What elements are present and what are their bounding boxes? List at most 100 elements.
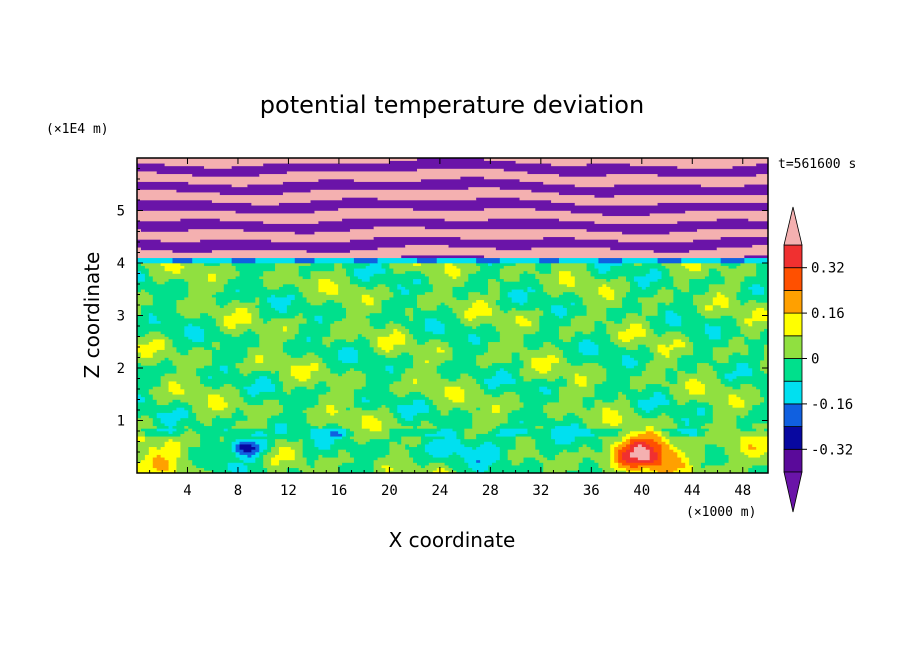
contour-cell — [673, 346, 694, 350]
contour-cell — [704, 443, 718, 448]
contour-cell — [464, 459, 477, 463]
contour-cell — [393, 412, 402, 416]
contour-cell — [302, 470, 339, 473]
contour-cell — [444, 386, 461, 390]
contour-cell — [211, 351, 248, 356]
contour-cell — [275, 307, 288, 311]
contour-cell — [235, 307, 248, 311]
contour-cell — [653, 449, 662, 453]
contour-cell — [689, 422, 706, 427]
contour-cell — [645, 425, 655, 429]
contour-cell — [487, 286, 501, 290]
contour-cell — [740, 286, 749, 290]
contour-cell — [444, 323, 465, 327]
contour-cell — [704, 291, 718, 295]
contour-cell — [531, 359, 560, 364]
contour-cell — [606, 372, 643, 377]
contour-cell — [622, 446, 631, 450]
contour-cell — [764, 428, 768, 432]
contour-cell — [700, 262, 722, 266]
contour-cell — [365, 265, 382, 269]
contour-cell — [137, 231, 296, 235]
contour-cell — [137, 383, 162, 387]
contour-cell — [259, 296, 268, 301]
contour-cell — [137, 244, 406, 248]
contour-cell — [487, 218, 560, 222]
contour-cell — [302, 449, 339, 453]
contour-cell — [440, 338, 469, 343]
contour-cell — [681, 323, 706, 327]
contour-cell — [271, 294, 276, 298]
contour-cell — [590, 446, 603, 450]
contour-cell — [507, 370, 520, 374]
contour-cell — [413, 307, 422, 311]
contour-cell — [389, 262, 414, 266]
contour-cell — [665, 378, 678, 382]
contour-cell — [740, 443, 749, 448]
contour-cell — [606, 173, 658, 177]
contour-cell — [594, 341, 615, 345]
contour-cell — [353, 391, 394, 395]
contour-cell — [243, 228, 351, 232]
contour-cell — [574, 435, 599, 440]
contour-cell — [539, 346, 560, 350]
contour-cell — [594, 328, 607, 332]
contour-cell — [720, 262, 741, 266]
contour-cell — [598, 344, 619, 348]
contour-cell — [259, 375, 268, 379]
contour-cell — [294, 260, 315, 264]
y-tick-label: 1 — [117, 414, 125, 430]
contour-cell — [641, 304, 658, 308]
contour-cell — [720, 330, 741, 335]
contour-cell — [657, 278, 674, 282]
contour-cell — [160, 383, 169, 387]
contour-cell — [188, 291, 217, 295]
contour-cell — [353, 404, 382, 408]
contour-cell — [523, 459, 540, 463]
contour-cell — [641, 467, 651, 471]
contour-cell — [543, 407, 587, 411]
contour-cell — [373, 236, 461, 240]
contour-cell — [338, 449, 347, 453]
contour-cell — [732, 404, 745, 408]
contour-cell — [349, 428, 371, 432]
contour-cell — [140, 312, 150, 316]
contour-cell — [689, 420, 714, 424]
contour-cell — [223, 370, 229, 374]
contour-cell — [736, 320, 745, 324]
contour-cell — [622, 260, 658, 264]
contour-cell — [760, 388, 768, 392]
contour-cell — [456, 433, 465, 437]
x-tick-label: 24 — [431, 483, 448, 499]
contour-cell — [685, 451, 706, 455]
colorbar-label: 0.32 — [811, 261, 845, 277]
contour-cell — [263, 354, 292, 358]
contour-cell — [148, 446, 158, 450]
contour-cell — [160, 375, 201, 379]
contour-cell — [413, 312, 457, 316]
contour-cell — [137, 386, 154, 390]
contour-cell — [137, 425, 158, 429]
contour-cell — [251, 433, 268, 437]
contour-cell — [192, 404, 209, 408]
contour-cell — [152, 464, 169, 469]
contour-cell — [373, 302, 382, 306]
contour-cell — [302, 291, 327, 295]
contour-cell — [716, 291, 722, 295]
contour-cell — [673, 283, 690, 287]
contour-cell — [657, 288, 674, 293]
contour-cell — [495, 325, 540, 329]
contour-cell — [535, 262, 552, 266]
contour-cell — [543, 409, 603, 413]
contour-cell — [760, 283, 768, 287]
contour-cell — [326, 407, 335, 411]
contour-cell — [251, 443, 260, 448]
contour-cell — [712, 349, 749, 353]
contour-cell — [357, 359, 414, 364]
contour-cell — [551, 435, 576, 440]
contour-cell — [712, 304, 722, 308]
contour-cell — [137, 223, 768, 227]
contour-cell — [267, 299, 292, 303]
contour-cell — [531, 357, 560, 361]
contour-cell — [310, 275, 351, 280]
